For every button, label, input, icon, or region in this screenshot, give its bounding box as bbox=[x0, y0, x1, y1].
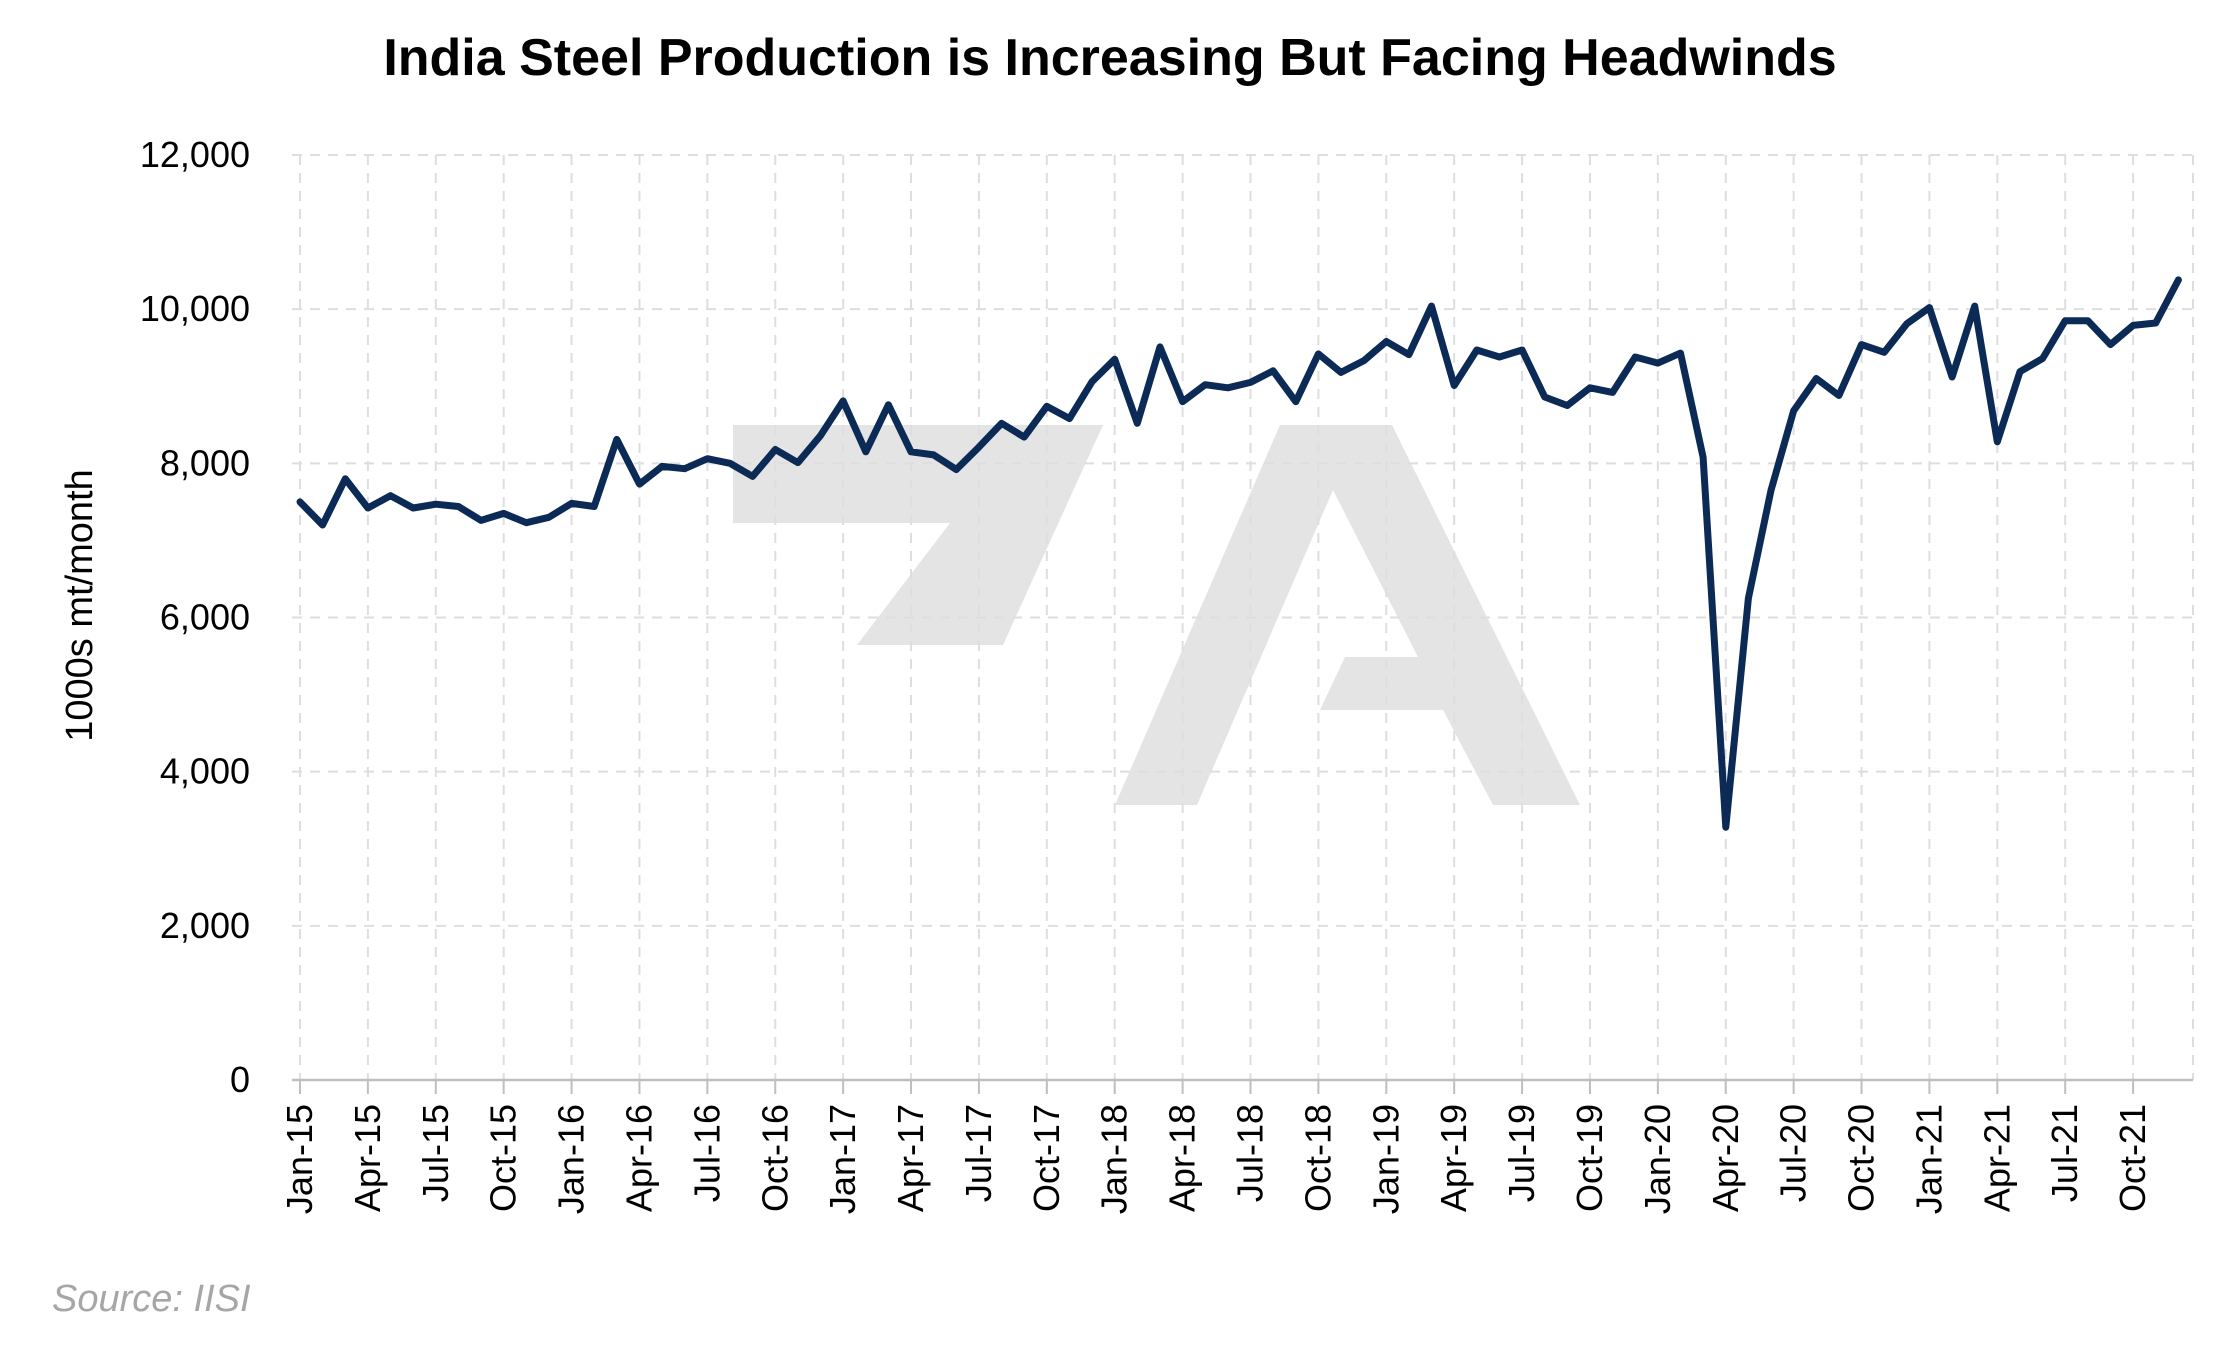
x-tick-label: Jan-15 bbox=[279, 1104, 320, 1214]
x-tick-label: Oct-17 bbox=[1026, 1104, 1067, 1212]
y-tick-label: 2,000 bbox=[160, 905, 250, 946]
watermark-logo bbox=[733, 425, 1580, 805]
x-tick-label: Apr-21 bbox=[1976, 1104, 2017, 1212]
x-tick-label: Oct-18 bbox=[1297, 1104, 1338, 1212]
source-note: Source: IISI bbox=[52, 1278, 251, 1320]
x-tick-label: Jan-20 bbox=[1637, 1104, 1678, 1214]
x-tick-label: Apr-15 bbox=[347, 1104, 388, 1212]
x-tick-label: Oct-19 bbox=[1569, 1104, 1610, 1212]
x-tick-label: Jul-20 bbox=[1773, 1104, 1814, 1202]
x-tick-label: Apr-20 bbox=[1705, 1104, 1746, 1212]
x-tick-label: Jan-21 bbox=[1908, 1104, 1949, 1214]
y-tick-label: 10,000 bbox=[140, 288, 250, 329]
series-line bbox=[296, 276, 2182, 831]
x-tick-label: Jan-16 bbox=[551, 1104, 592, 1214]
grid-lines bbox=[292, 154, 2194, 1080]
x-tick-label: Apr-18 bbox=[1162, 1104, 1203, 1212]
y-tick-label: 8,000 bbox=[160, 442, 250, 483]
x-tick-label: Jul-18 bbox=[1230, 1104, 1271, 1202]
x-tick-label: Jul-16 bbox=[686, 1104, 727, 1202]
x-tick-label: Oct-15 bbox=[483, 1104, 524, 1212]
x-tick-label: Apr-19 bbox=[1433, 1104, 1474, 1212]
x-tick-label: Jan-18 bbox=[1094, 1104, 1135, 1214]
y-tick-label: 12,000 bbox=[140, 134, 250, 175]
x-tick-label: Jul-15 bbox=[415, 1104, 456, 1202]
x-tick-label: Jan-17 bbox=[822, 1104, 863, 1214]
x-tick-label: Jul-17 bbox=[958, 1104, 999, 1202]
y-tick-label: 6,000 bbox=[160, 597, 250, 638]
x-tick-label: Apr-17 bbox=[890, 1104, 931, 1212]
series-group bbox=[296, 276, 2182, 831]
y-axis-label: 1000s mt/month bbox=[59, 469, 101, 741]
x-tick-label: Jan-19 bbox=[1365, 1104, 1406, 1214]
x-tick-label: Jul-19 bbox=[1501, 1104, 1542, 1202]
x-tick-label: Oct-20 bbox=[1841, 1104, 1882, 1212]
y-tick-label: 0 bbox=[230, 1059, 250, 1100]
x-tick-label: Jul-21 bbox=[2044, 1104, 2085, 1202]
x-axis-ticks: Jan-15 Apr-15 Jul-15 Oct-15 Jan-16 Apr-16 Jul-… bbox=[279, 1080, 2153, 1214]
x-tick-label: Oct-21 bbox=[2112, 1104, 2153, 1212]
x-tick-label: Oct-16 bbox=[754, 1104, 795, 1212]
y-tick-label: 4,000 bbox=[160, 751, 250, 792]
chart-title: India Steel Production is Increasing But… bbox=[383, 29, 1837, 87]
x-tick-label: Apr-16 bbox=[618, 1104, 659, 1212]
y-axis-ticks: 0 2,000 4,000 6,000 8,000 10,000 12,000 bbox=[140, 134, 250, 1100]
